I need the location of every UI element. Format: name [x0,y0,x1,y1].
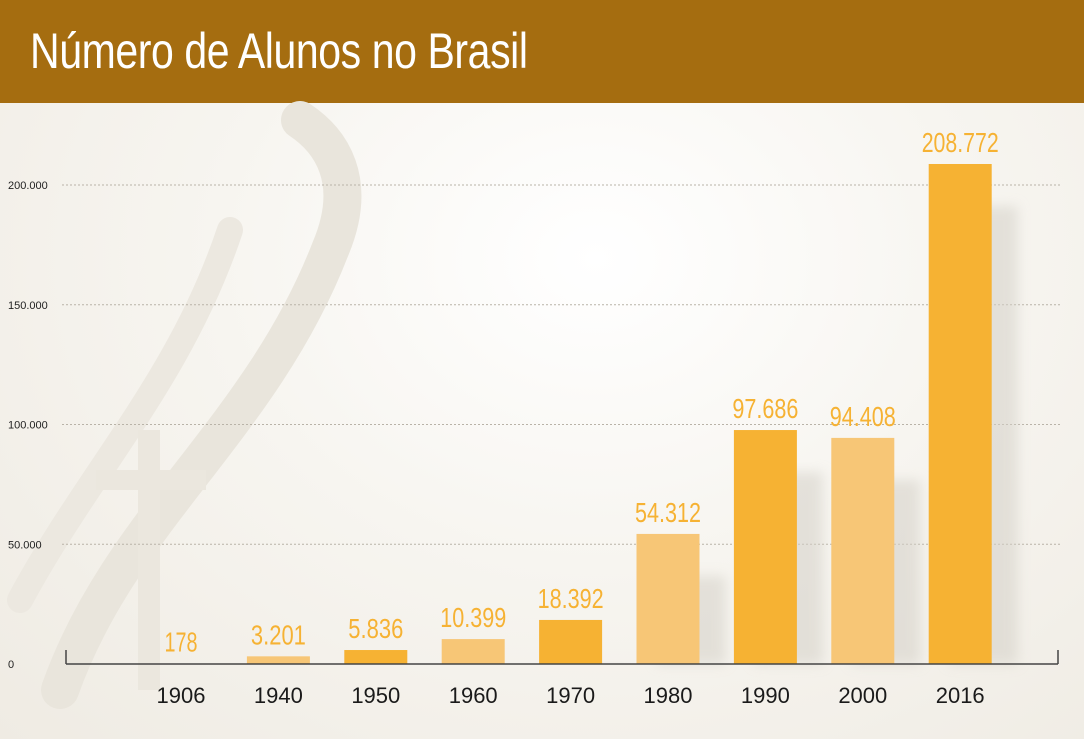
x-tick-label: 1906 [157,683,206,708]
data-label: 208.772 [922,127,999,158]
y-tick-label: 150.000 [8,300,48,312]
data-label: 94.408 [830,401,896,432]
bar [636,533,700,664]
bar [246,656,310,664]
y-tick-label: 0 [8,659,14,671]
x-tick-label: 1960 [449,683,498,708]
bar [441,639,505,664]
watermark-cross-stem [138,430,160,690]
bar [344,650,408,664]
bars [149,163,992,665]
x-tick-label: 2000 [838,683,887,708]
data-label: 54.312 [635,497,701,528]
background-watermark [7,101,362,709]
x-tick-label: 2016 [936,683,985,708]
data-label: 97.686 [732,393,798,424]
x-tick-label: 1950 [351,683,400,708]
data-label: 5.836 [348,613,403,644]
data-label: 10.399 [440,602,506,633]
x-axis [65,650,1059,665]
x-tick-label: 1970 [546,683,595,708]
watermark-cross-bar [96,470,206,490]
bar [733,430,797,664]
y-tick-labels: 0 50.000 100.000 150.000 200.000 [8,180,48,671]
title-banner: Número de Alunos no Brasil [0,0,1084,103]
x-tick-label: 1980 [644,683,693,708]
bar [831,437,895,664]
value-labels: 178 3.201 5.836 10.399 18.392 54.312 97.686 94.… [165,127,999,658]
watermark-flame-stroke [7,217,243,613]
watermark-flame-stroke [41,101,362,709]
y-tick-label: 100.000 [8,420,48,432]
y-tick-label: 200.000 [8,180,48,192]
bar [928,163,992,664]
x-tick-label: 1940 [254,683,303,708]
x-tick-label: 1990 [741,683,790,708]
data-label: 3.201 [251,619,306,650]
data-label: 18.392 [538,583,604,614]
chart-title: Número de Alunos no Brasil [30,23,528,79]
y-tick-label: 50.000 [8,539,42,551]
category-labels: 1906 1940 1950 1960 1970 1980 1990 2000 2016 [157,683,985,708]
bar [539,619,603,664]
data-label: 178 [165,627,198,658]
